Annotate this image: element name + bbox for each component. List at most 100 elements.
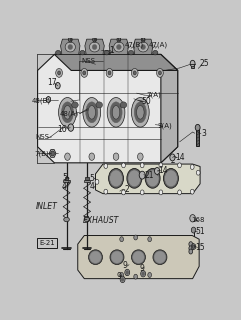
Ellipse shape bbox=[89, 42, 100, 52]
Circle shape bbox=[141, 270, 146, 277]
Circle shape bbox=[46, 97, 50, 102]
Text: 9: 9 bbox=[116, 272, 121, 281]
Circle shape bbox=[165, 170, 177, 187]
Circle shape bbox=[159, 190, 163, 195]
Circle shape bbox=[93, 37, 96, 42]
Bar bbox=[63, 180, 70, 182]
Circle shape bbox=[158, 71, 161, 75]
Circle shape bbox=[178, 163, 181, 168]
Circle shape bbox=[157, 68, 163, 77]
Circle shape bbox=[138, 153, 143, 160]
Text: NSS: NSS bbox=[36, 134, 50, 140]
Circle shape bbox=[120, 273, 124, 277]
Ellipse shape bbox=[131, 98, 149, 127]
Bar bbox=[84, 180, 90, 182]
Circle shape bbox=[139, 171, 145, 179]
Text: 5: 5 bbox=[89, 174, 94, 183]
Text: 5: 5 bbox=[62, 173, 67, 182]
Circle shape bbox=[55, 83, 60, 89]
Text: 47(B): 47(B) bbox=[124, 41, 143, 48]
Ellipse shape bbox=[83, 98, 101, 127]
Bar bbox=[142, 37, 144, 40]
Text: 4: 4 bbox=[62, 182, 67, 191]
Text: 7(A): 7(A) bbox=[157, 123, 172, 129]
Circle shape bbox=[128, 170, 141, 187]
Circle shape bbox=[131, 68, 138, 77]
Polygon shape bbox=[95, 164, 200, 194]
Text: 47(A): 47(A) bbox=[148, 41, 168, 48]
Polygon shape bbox=[191, 244, 196, 250]
Bar bbox=[65, 177, 68, 180]
Ellipse shape bbox=[88, 250, 102, 265]
Circle shape bbox=[83, 71, 86, 75]
Circle shape bbox=[81, 68, 88, 77]
Ellipse shape bbox=[153, 250, 167, 265]
Ellipse shape bbox=[92, 44, 97, 50]
Ellipse shape bbox=[80, 51, 85, 55]
Bar bbox=[70, 37, 71, 40]
Circle shape bbox=[56, 68, 62, 77]
Text: 16: 16 bbox=[57, 124, 67, 133]
Text: 48(B): 48(B) bbox=[31, 97, 51, 104]
Ellipse shape bbox=[86, 102, 98, 123]
Circle shape bbox=[154, 167, 160, 174]
Text: E-21: E-21 bbox=[40, 240, 55, 246]
Ellipse shape bbox=[120, 102, 127, 108]
Ellipse shape bbox=[72, 102, 78, 108]
Text: 14: 14 bbox=[175, 153, 184, 162]
Ellipse shape bbox=[111, 251, 123, 263]
Ellipse shape bbox=[61, 102, 74, 123]
Circle shape bbox=[170, 154, 175, 161]
Ellipse shape bbox=[133, 251, 144, 263]
Text: 7(A): 7(A) bbox=[146, 92, 161, 98]
Circle shape bbox=[178, 190, 181, 195]
Ellipse shape bbox=[96, 102, 102, 108]
Text: 25: 25 bbox=[199, 59, 209, 68]
Circle shape bbox=[121, 277, 124, 281]
Text: 1: 1 bbox=[109, 46, 114, 55]
Circle shape bbox=[113, 153, 119, 160]
Text: 17: 17 bbox=[47, 78, 56, 87]
Circle shape bbox=[145, 169, 160, 188]
Text: 168: 168 bbox=[191, 217, 205, 223]
Circle shape bbox=[108, 71, 111, 75]
Polygon shape bbox=[134, 39, 153, 54]
Polygon shape bbox=[49, 150, 56, 157]
Polygon shape bbox=[38, 54, 178, 163]
Bar bbox=[196, 128, 199, 146]
Ellipse shape bbox=[107, 98, 125, 127]
Circle shape bbox=[122, 190, 125, 195]
Text: 3: 3 bbox=[201, 129, 206, 138]
Ellipse shape bbox=[110, 250, 124, 265]
Circle shape bbox=[58, 71, 60, 75]
Text: 9: 9 bbox=[140, 264, 145, 273]
Text: 7(B): 7(B) bbox=[35, 151, 50, 157]
Ellipse shape bbox=[65, 42, 75, 52]
Ellipse shape bbox=[141, 44, 146, 50]
Text: 4: 4 bbox=[89, 182, 94, 191]
Circle shape bbox=[68, 124, 74, 131]
Ellipse shape bbox=[84, 217, 90, 222]
Text: 48(A): 48(A) bbox=[60, 110, 79, 117]
Circle shape bbox=[104, 164, 108, 169]
Circle shape bbox=[122, 163, 125, 168]
Circle shape bbox=[142, 272, 145, 276]
Circle shape bbox=[190, 60, 195, 67]
Ellipse shape bbox=[154, 251, 166, 263]
Text: NSS: NSS bbox=[81, 58, 95, 64]
Ellipse shape bbox=[88, 106, 95, 119]
Ellipse shape bbox=[59, 98, 76, 127]
Text: 21: 21 bbox=[145, 171, 154, 180]
Ellipse shape bbox=[131, 250, 146, 265]
Circle shape bbox=[110, 170, 122, 187]
Polygon shape bbox=[46, 96, 51, 103]
Polygon shape bbox=[161, 54, 178, 163]
Circle shape bbox=[192, 245, 195, 248]
Circle shape bbox=[148, 237, 152, 242]
Text: 15: 15 bbox=[195, 243, 205, 252]
Ellipse shape bbox=[138, 42, 148, 52]
Polygon shape bbox=[60, 39, 80, 54]
Circle shape bbox=[140, 163, 144, 168]
Text: 9: 9 bbox=[123, 261, 128, 270]
Circle shape bbox=[159, 163, 163, 168]
